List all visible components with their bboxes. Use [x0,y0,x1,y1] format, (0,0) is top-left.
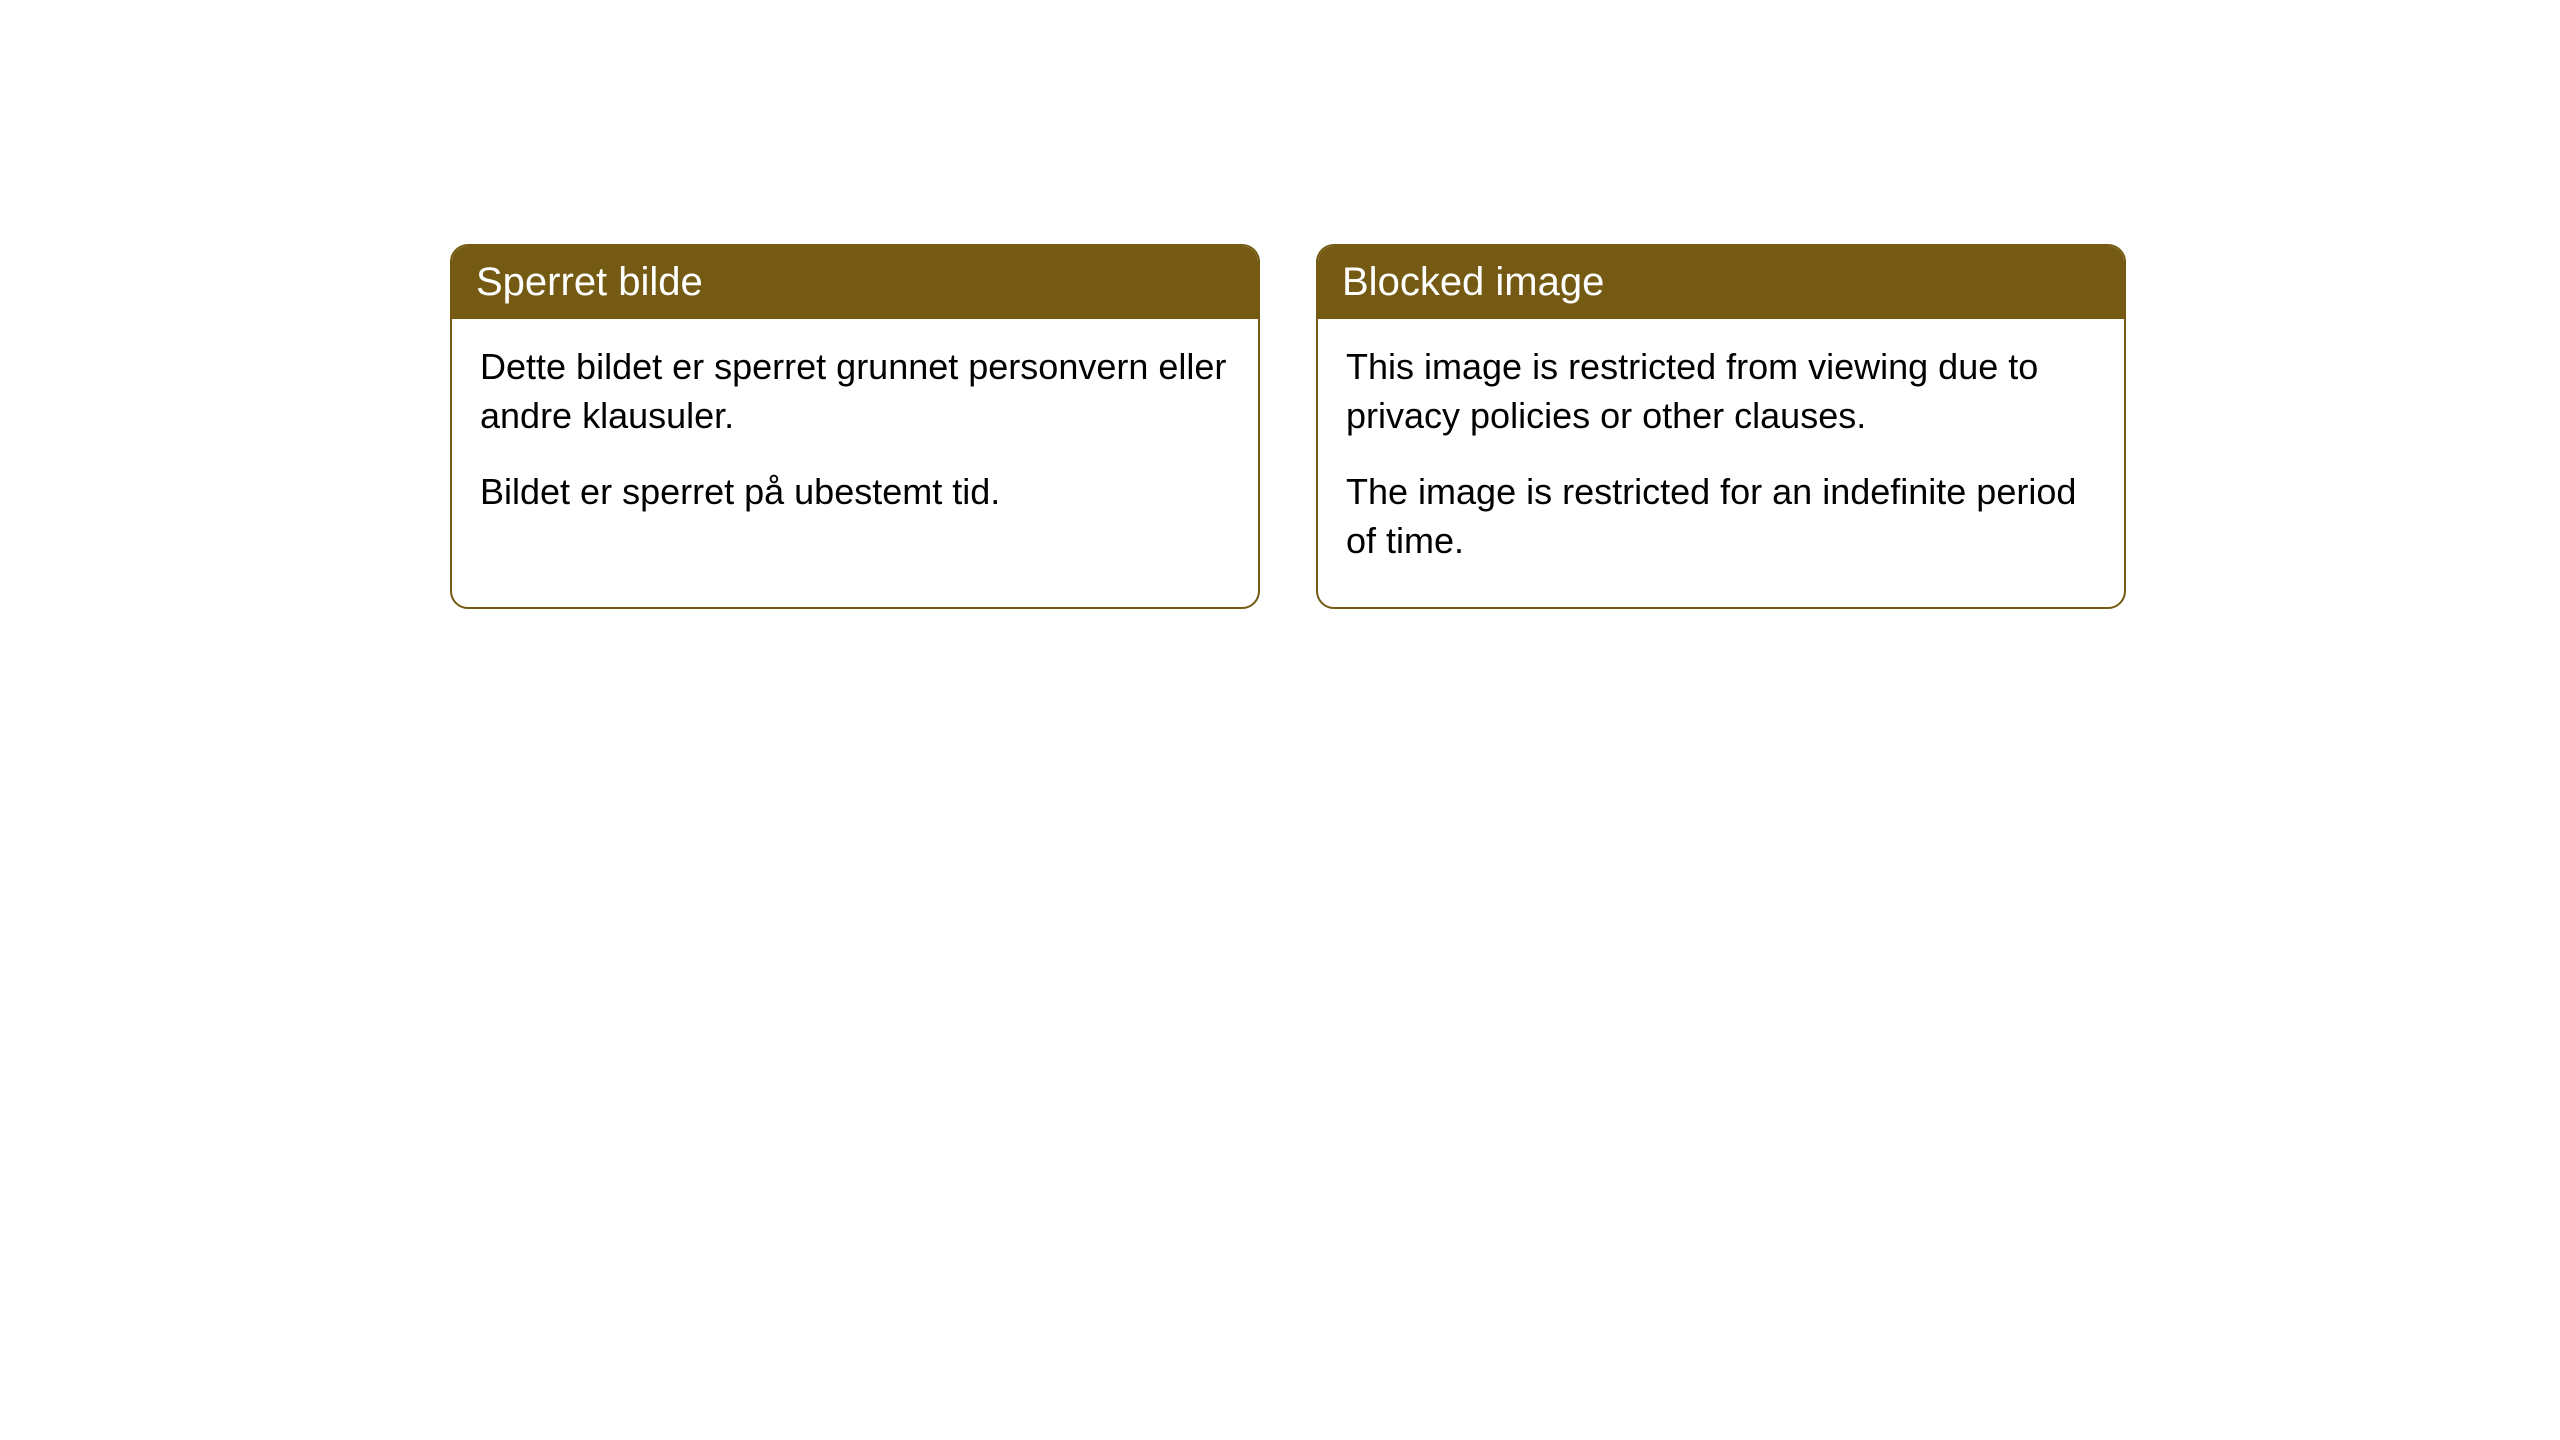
card-header: Sperret bilde [452,246,1258,319]
card-body: Dette bildet er sperret grunnet personve… [452,319,1258,559]
card-title: Blocked image [1342,260,1604,304]
notice-card-norwegian: Sperret bilde Dette bildet er sperret gr… [450,244,1260,609]
notice-cards-container: Sperret bilde Dette bildet er sperret gr… [450,244,2126,609]
card-paragraph: The image is restricted for an indefinit… [1346,468,2096,565]
card-header: Blocked image [1318,246,2124,319]
card-paragraph: This image is restricted from viewing du… [1346,343,2096,440]
card-paragraph: Bildet er sperret på ubestemt tid. [480,468,1230,517]
card-title: Sperret bilde [476,260,703,304]
card-paragraph: Dette bildet er sperret grunnet personve… [480,343,1230,440]
notice-card-english: Blocked image This image is restricted f… [1316,244,2126,609]
card-body: This image is restricted from viewing du… [1318,319,2124,607]
